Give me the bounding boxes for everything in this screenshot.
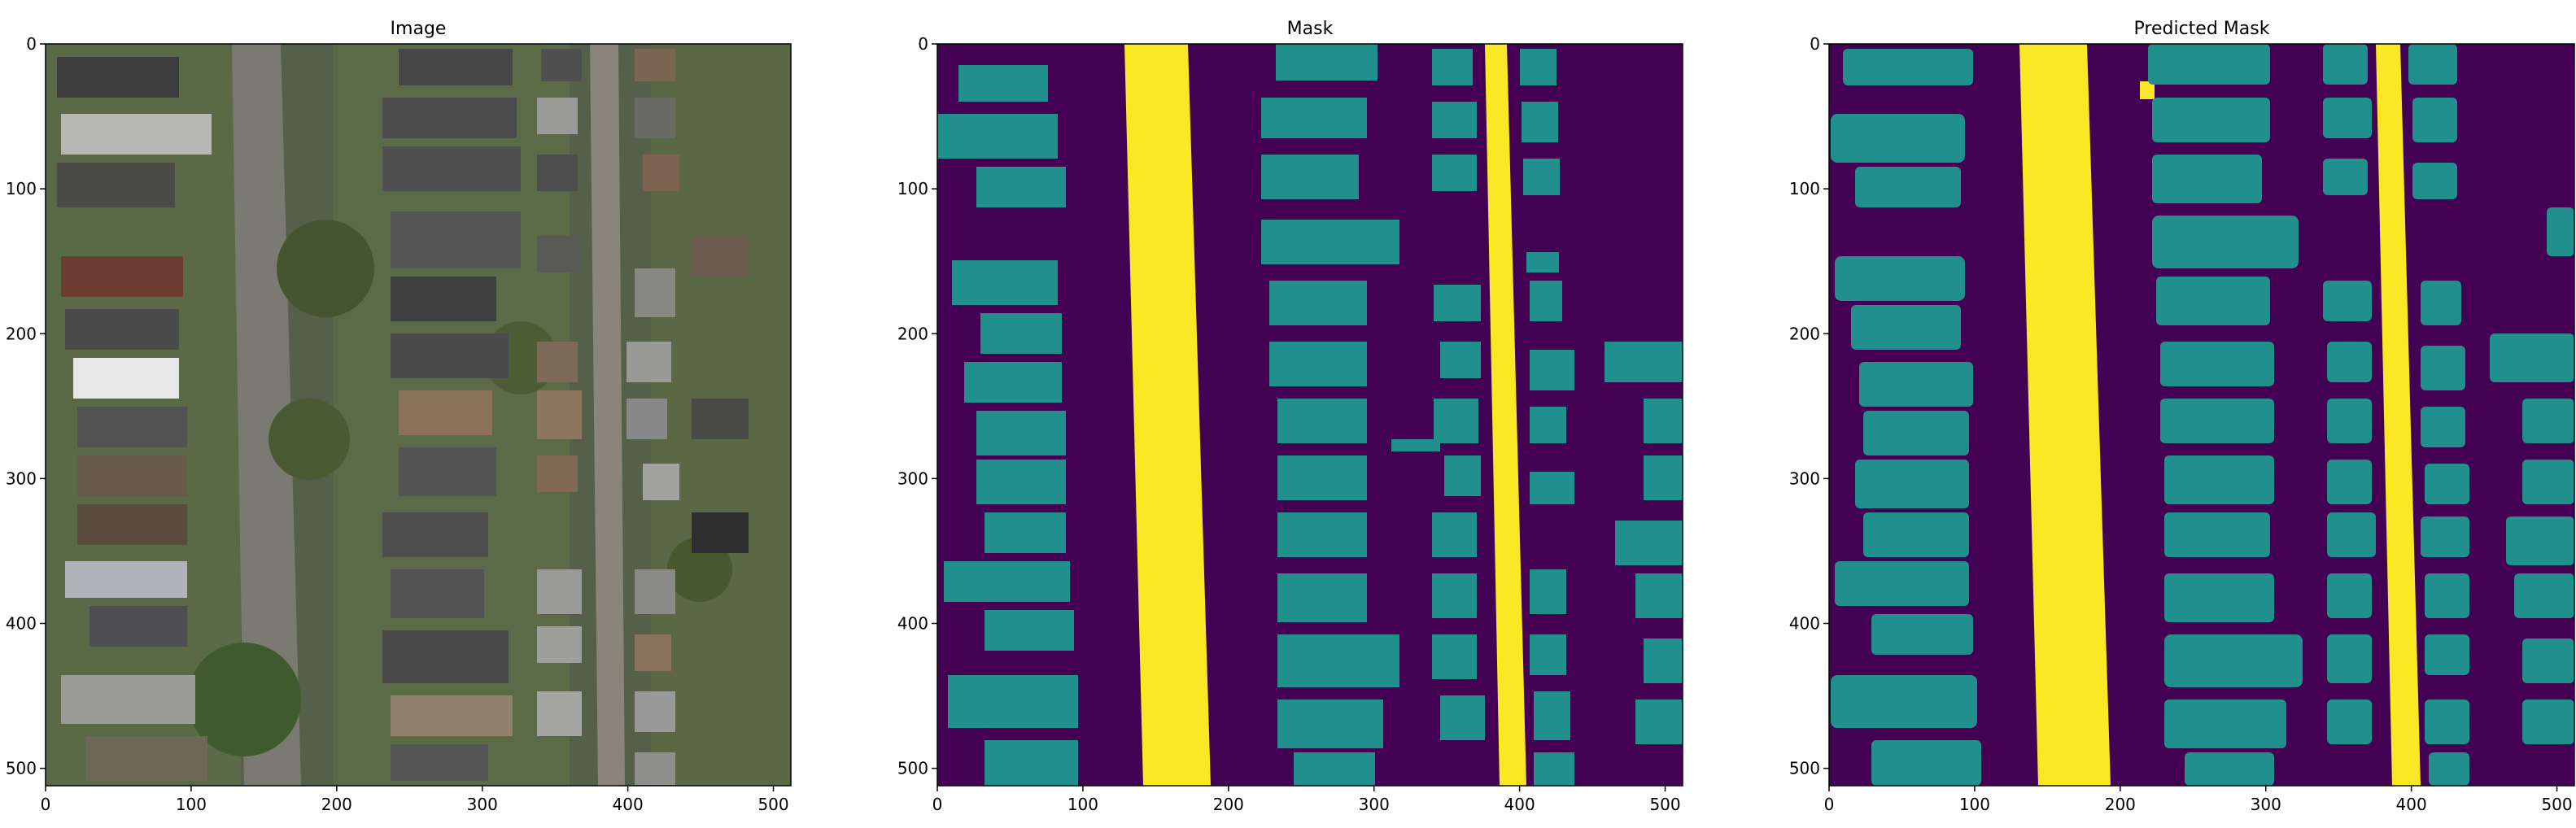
y-tick-label: 0 — [26, 34, 37, 54]
panel-predicted-mask: Predicted Mask — [1789, 19, 2575, 814]
x-tick-label: 0 — [932, 795, 943, 814]
y-tick-label: 100 — [897, 179, 928, 198]
x-tick-label: 300 — [1359, 795, 1390, 814]
x-tick-label: 400 — [613, 795, 644, 814]
x-tick-label: 500 — [2541, 795, 2572, 814]
y-tick-label: 400 — [897, 614, 928, 634]
x-tick-label: 200 — [2105, 795, 2136, 814]
x-tick-label: 100 — [1959, 795, 1990, 814]
y-tick-label: 400 — [1789, 614, 1820, 634]
predicted-mask-image — [1829, 44, 2574, 786]
x-tick-label: 100 — [176, 795, 207, 814]
x-tick-label: 500 — [758, 795, 788, 814]
x-tick-label: 100 — [1068, 795, 1098, 814]
panel-image: Image — [6, 19, 792, 814]
panel-title: Image — [391, 19, 447, 39]
x-tick-label: 0 — [1824, 795, 1835, 814]
x-tick-label: 400 — [1504, 795, 1535, 814]
aerial-photo — [46, 44, 791, 786]
x-tick-label: 200 — [321, 795, 352, 814]
x-tick-label: 300 — [467, 795, 498, 814]
panel-title: Mask — [1287, 19, 1334, 39]
y-tick-label: 500 — [1789, 759, 1820, 778]
y-tick-label: 200 — [6, 324, 37, 343]
axes-frame — [1828, 43, 2575, 787]
y-tick-label: 100 — [1789, 179, 1820, 198]
y-tick-label: 200 — [897, 324, 928, 343]
y-tick-label: 300 — [1789, 468, 1820, 488]
y-tick-label: 200 — [1789, 324, 1820, 343]
axes-frame — [45, 43, 792, 787]
y-tick-label: 400 — [6, 614, 37, 634]
y-tick-label: 300 — [897, 468, 928, 488]
y-tick-label: 0 — [918, 34, 928, 54]
y-tick-label: 500 — [6, 759, 37, 778]
axes-frame — [937, 43, 1683, 787]
panel-mask: Mask — [897, 19, 1683, 814]
x-tick-label: 400 — [2396, 795, 2427, 814]
x-tick-label: 300 — [2251, 795, 2281, 814]
mask-image — [937, 44, 1683, 786]
y-tick-label: 300 — [6, 468, 37, 488]
y-tick-label: 500 — [897, 759, 928, 778]
x-tick-label: 200 — [1213, 795, 1244, 814]
x-tick-label: 500 — [1649, 795, 1680, 814]
y-tick-label: 0 — [1810, 34, 1820, 54]
panel-title: Predicted Mask — [2134, 19, 2270, 39]
y-tick-label: 100 — [6, 179, 37, 198]
x-tick-label: 0 — [41, 795, 51, 814]
